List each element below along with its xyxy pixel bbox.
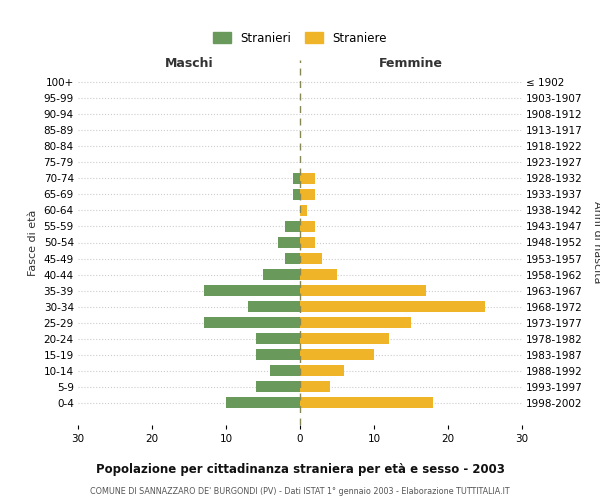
Text: COMUNE DI SANNAZZARO DE' BURGONDI (PV) - Dati ISTAT 1° gennaio 2003 - Elaborazio: COMUNE DI SANNAZZARO DE' BURGONDI (PV) -… (90, 488, 510, 496)
Bar (300, 349, 374, 360)
Bar (300, 269, 337, 280)
Bar (300, 172, 315, 184)
Legend: Stranieri, Straniere: Stranieri, Straniere (207, 26, 393, 50)
Bar (300, 188, 315, 200)
Bar (300, 333, 389, 344)
Bar (300, 285, 426, 296)
Bar (300, 365, 344, 376)
Bar (293, 172, 300, 184)
Bar (285, 220, 300, 232)
Text: Femmine: Femmine (379, 56, 443, 70)
Bar (256, 333, 300, 344)
Bar (256, 381, 300, 392)
Text: Popolazione per cittadinanza straniera per età e sesso - 2003: Popolazione per cittadinanza straniera p… (95, 462, 505, 475)
Text: Maschi: Maschi (164, 56, 214, 70)
Y-axis label: Fasce di età: Fasce di età (28, 210, 38, 276)
Bar (300, 204, 307, 216)
Bar (300, 252, 322, 264)
Bar (300, 397, 433, 408)
Y-axis label: Anni di nascita: Anni di nascita (592, 201, 600, 284)
Bar (226, 397, 300, 408)
Bar (271, 365, 300, 376)
Bar (278, 236, 300, 248)
Bar (300, 301, 485, 312)
Bar (285, 252, 300, 264)
Bar (256, 349, 300, 360)
Bar (300, 236, 315, 248)
Bar (300, 381, 329, 392)
Bar (204, 317, 300, 328)
Bar (263, 269, 300, 280)
Bar (204, 285, 300, 296)
Bar (293, 188, 300, 200)
Bar (248, 301, 300, 312)
Bar (300, 317, 411, 328)
Bar (300, 220, 315, 232)
